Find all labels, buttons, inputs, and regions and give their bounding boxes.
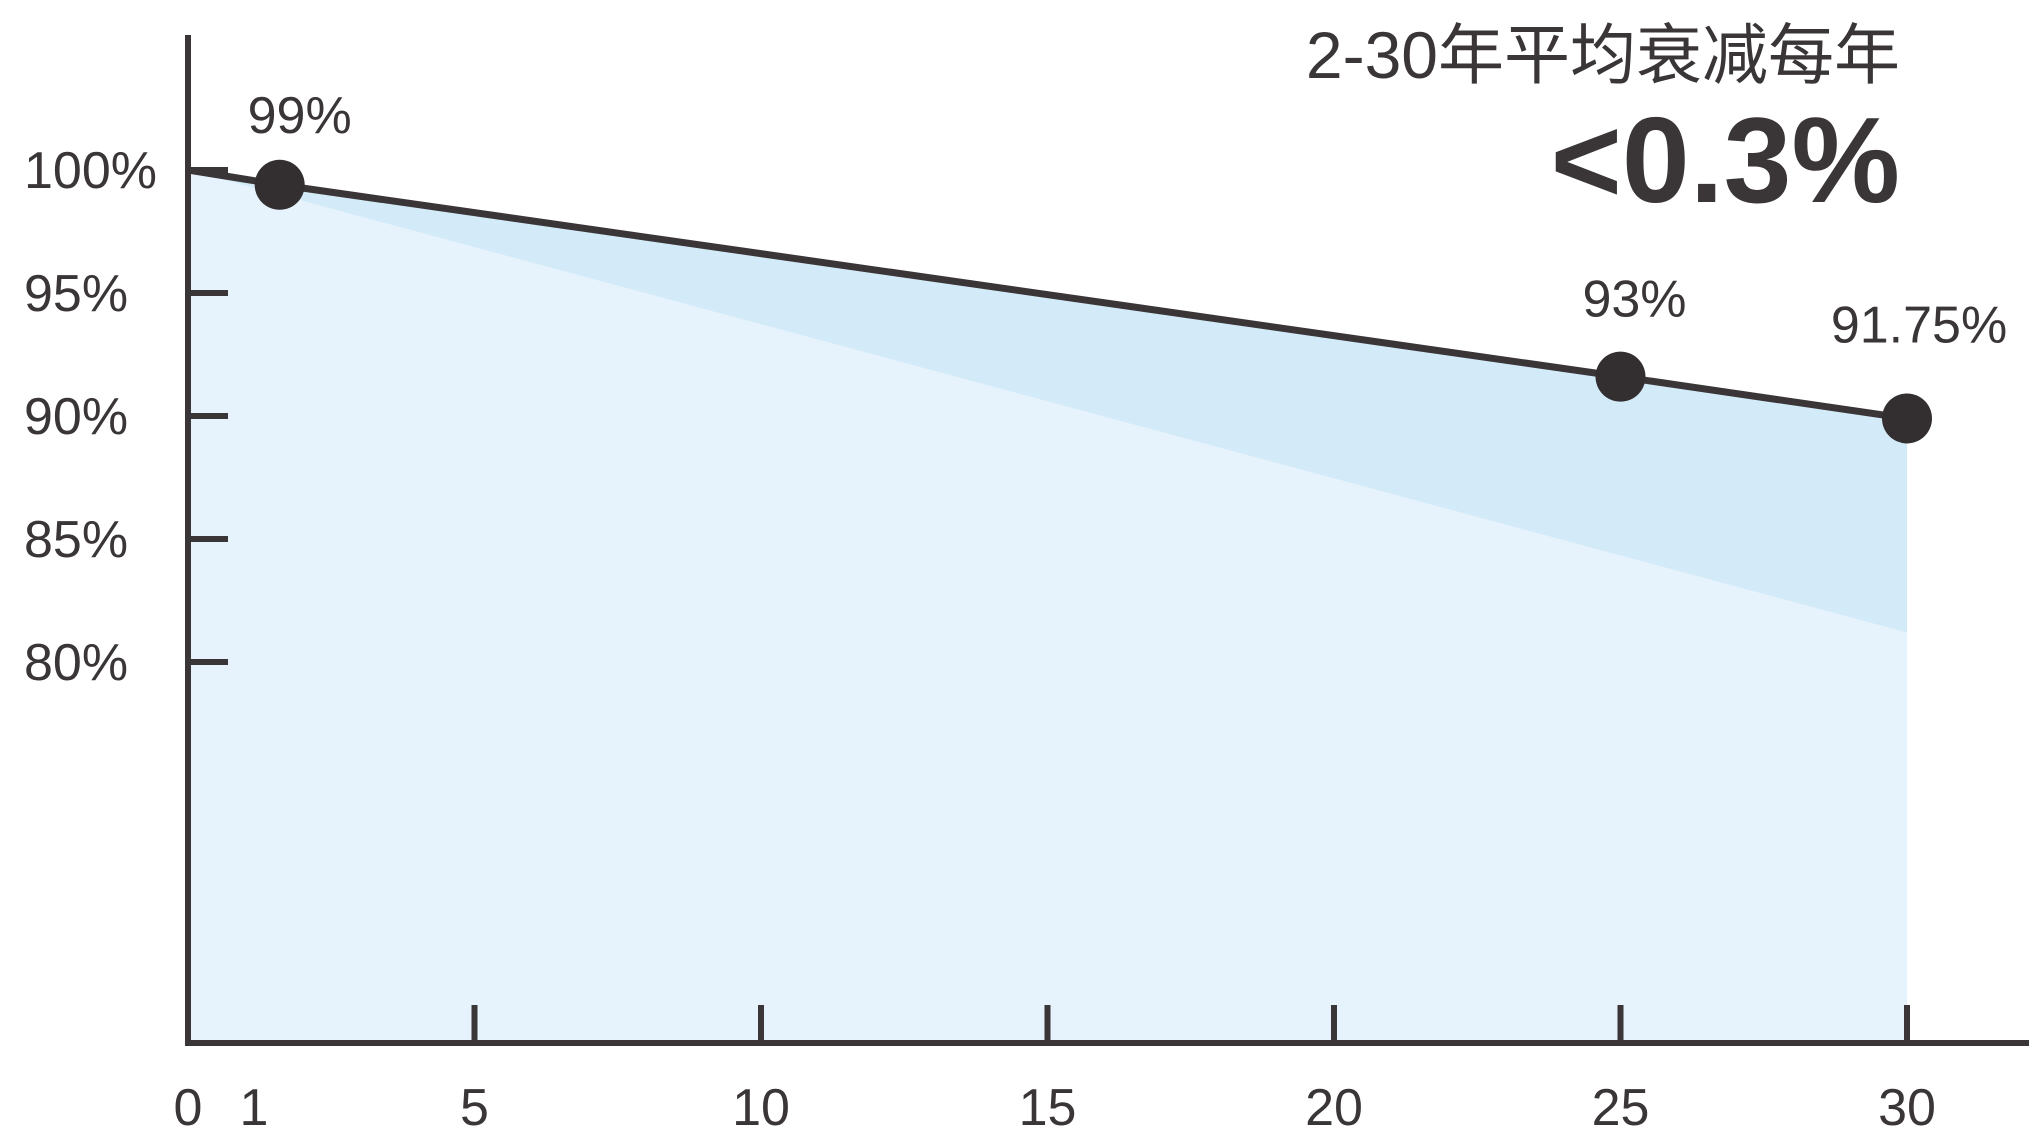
data-point-marker xyxy=(1882,393,1932,444)
data-point-label: 91.75% xyxy=(1831,296,2007,354)
chart-series-layer xyxy=(187,159,1932,444)
chart-title: 2-30年平均衰减每年 xyxy=(1306,18,1900,92)
degradation-band xyxy=(188,170,1907,633)
x-tick-label: 0 xyxy=(174,1079,203,1131)
y-tick-label: 95% xyxy=(24,265,128,323)
x-tick-label: 15 xyxy=(1019,1079,1077,1131)
highlight-value: <0.3% xyxy=(1551,92,1900,228)
y-tick-label: 100% xyxy=(24,142,157,200)
x-tick-label: 25 xyxy=(1592,1079,1650,1131)
data-point-marker xyxy=(254,159,305,210)
y-tick-label: 90% xyxy=(24,388,128,446)
x-tick-label: 30 xyxy=(1878,1079,1936,1131)
data-point-marker xyxy=(1595,351,1646,402)
y-tick-label: 80% xyxy=(24,634,128,692)
data-point-label: 99% xyxy=(248,87,352,145)
data-point-label: 93% xyxy=(1582,271,1686,329)
x-tick-label: 20 xyxy=(1305,1079,1363,1131)
x-tick-label: 1 xyxy=(240,1079,269,1131)
series-line xyxy=(187,166,1908,422)
chart-fill-layer xyxy=(188,170,1907,1043)
x-tick-label: 10 xyxy=(732,1079,790,1131)
y-tick-label: 85% xyxy=(24,511,128,569)
x-tick-label: 5 xyxy=(460,1079,489,1131)
